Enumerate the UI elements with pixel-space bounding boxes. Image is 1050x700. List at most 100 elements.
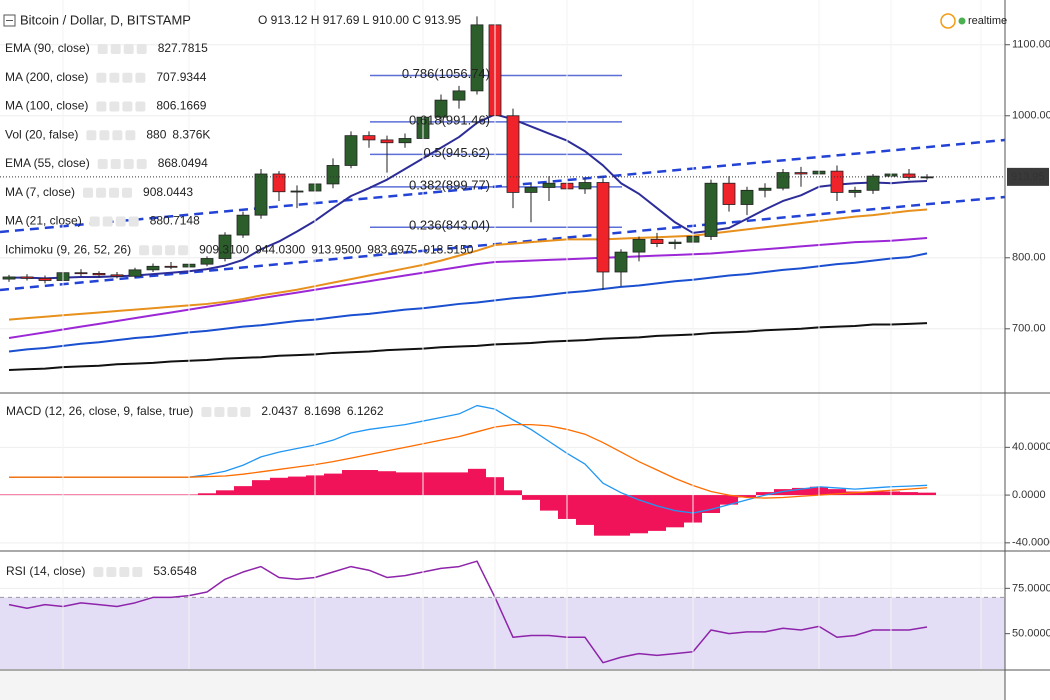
legend-icon[interactable]: [106, 567, 117, 577]
legend-icon[interactable]: [122, 72, 133, 83]
histogram-bar: [504, 490, 522, 496]
legend-icon[interactable]: [83, 187, 94, 198]
y-tick-label: 0.0000: [1012, 489, 1046, 501]
candle-body: [542, 182, 556, 188]
legend-icon[interactable]: [93, 567, 104, 577]
status-label: realtime: [968, 15, 1007, 27]
histogram-bar: [918, 492, 936, 496]
legend-icon[interactable]: [136, 159, 147, 169]
legend-readout: 983.6975: [367, 242, 417, 256]
legend-icon[interactable]: [152, 245, 163, 256]
candle-body: [848, 189, 862, 193]
y-tick-label: 50.0000: [1012, 628, 1050, 640]
legend-icon[interactable]: [139, 245, 150, 256]
candle-body: [614, 251, 628, 273]
legend-readout: 918.5150: [423, 242, 473, 256]
legend-icon[interactable]: [97, 159, 108, 169]
legend-readout: 913.9500: [311, 242, 361, 256]
legend-name: EMA (90, close): [5, 41, 90, 55]
collapse-icon[interactable]: [3, 14, 16, 27]
fib-label: 0.5(945.62): [424, 145, 491, 160]
legend-readout: 880: [146, 127, 166, 141]
candle-body: [830, 170, 844, 193]
candle-body: [524, 187, 538, 193]
legend-readout: 944.0300: [255, 242, 305, 256]
legend-icon[interactable]: [110, 44, 121, 54]
candle-body: [128, 269, 142, 277]
legend-icon[interactable]: [165, 245, 176, 256]
legend-readout: 880.7148: [150, 214, 200, 228]
candle-body: [344, 135, 358, 166]
candle-body: [758, 187, 772, 191]
histogram-bar: [468, 468, 486, 496]
legend-icon[interactable]: [99, 130, 110, 141]
time-axis: [0, 671, 1005, 700]
legend-icon[interactable]: [110, 159, 121, 169]
candle-body: [92, 273, 106, 276]
legend-icon[interactable]: [109, 72, 120, 83]
legend-icon[interactable]: [97, 44, 108, 54]
legend-icon[interactable]: [125, 130, 136, 141]
histogram-bar: [72, 494, 90, 496]
ohlc-readout: O 913.12 H 917.69 L 910.00 C 913.95: [258, 13, 461, 27]
pane: [0, 560, 1005, 669]
legend-icon[interactable]: [119, 567, 130, 577]
legend-icon[interactable]: [135, 101, 146, 112]
histogram-bar: [864, 491, 882, 496]
legend-readout: 8.1698: [304, 404, 341, 418]
legend-icon[interactable]: [132, 567, 143, 577]
legend-icon[interactable]: [227, 407, 238, 417]
trend-line: [0, 138, 1005, 234]
candle-body: [254, 173, 268, 216]
legend-icon[interactable]: [96, 101, 107, 112]
legend-icon[interactable]: [214, 407, 225, 417]
legend-icon[interactable]: [135, 72, 146, 83]
candle-body: [362, 135, 376, 141]
legend-icon[interactable]: [96, 72, 107, 83]
last-price-tag: [1007, 167, 1049, 186]
legend-icon[interactable]: [115, 216, 126, 227]
legend-icon[interactable]: [128, 216, 139, 227]
y-tick-label: 1100.00: [1012, 39, 1050, 51]
histogram-bar: [828, 489, 846, 496]
histogram-bar: [18, 494, 36, 496]
legend-icon[interactable]: [122, 187, 133, 198]
legend-icon[interactable]: [122, 101, 133, 112]
legend-icon[interactable]: [240, 407, 251, 417]
legend-icon[interactable]: [109, 187, 120, 198]
candle-body: [866, 175, 880, 191]
legend-icon[interactable]: [136, 44, 147, 54]
legend-icon[interactable]: [96, 187, 107, 198]
legend-icon[interactable]: [178, 245, 189, 256]
legend-icon[interactable]: [201, 407, 212, 417]
legend-name: MA (7, close): [5, 185, 75, 199]
legend-icon[interactable]: [89, 216, 100, 227]
histogram-bar: [450, 472, 468, 496]
indicator-line: [8, 237, 928, 340]
last-price-label: 913.95: [1011, 171, 1045, 183]
rsi-line: [8, 560, 928, 664]
candle-body: [578, 182, 592, 190]
legend-readout: 707.9344: [156, 70, 206, 84]
candle-body: [794, 172, 808, 175]
histogram-bar: [234, 486, 252, 496]
legend-icon[interactable]: [123, 159, 134, 169]
alert-icon[interactable]: [940, 13, 956, 29]
legend-readout: 6.1262: [347, 404, 384, 418]
legend-icon[interactable]: [109, 101, 120, 112]
candle-body: [902, 173, 916, 178]
candle-body: [236, 214, 250, 236]
y-tick-label: 700.00: [1012, 323, 1046, 335]
legend-icon[interactable]: [102, 216, 113, 227]
macd-line: [9, 424, 928, 499]
candle-body: [110, 274, 124, 277]
histogram-bar: [36, 494, 54, 496]
legend-icon[interactable]: [86, 130, 97, 141]
legend-readout: 8.376K: [172, 127, 210, 141]
legend-icon[interactable]: [112, 130, 123, 141]
legend-icon[interactable]: [123, 44, 134, 54]
histogram-bar: [396, 472, 414, 496]
